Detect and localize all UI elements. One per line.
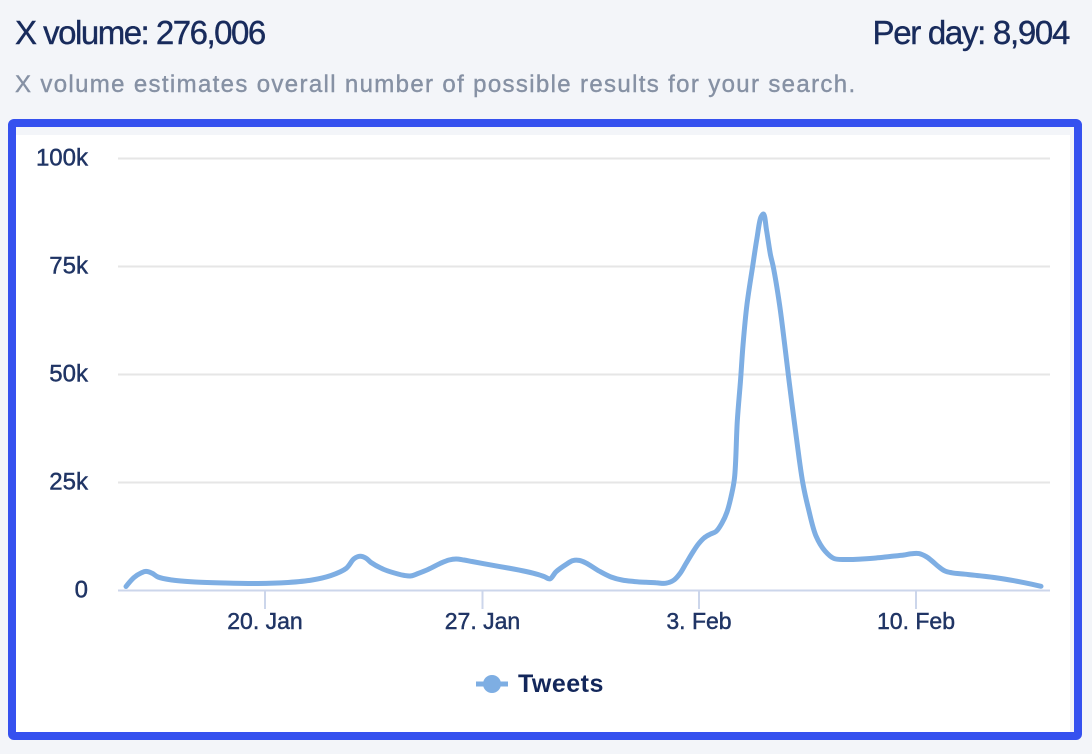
svg-text:0: 0 <box>75 577 88 604</box>
svg-text:20. Jan: 20. Jan <box>227 608 302 634</box>
svg-text:100k: 100k <box>36 145 89 172</box>
svg-text:10. Feb: 10. Feb <box>877 608 955 634</box>
svg-text:Tweets: Tweets <box>518 670 604 698</box>
svg-text:27. Jan: 27. Jan <box>445 608 520 634</box>
svg-text:75k: 75k <box>49 253 89 280</box>
svg-text:25k: 25k <box>49 469 89 496</box>
svg-text:3. Feb: 3. Feb <box>666 608 731 634</box>
svg-text:50k: 50k <box>49 361 89 388</box>
